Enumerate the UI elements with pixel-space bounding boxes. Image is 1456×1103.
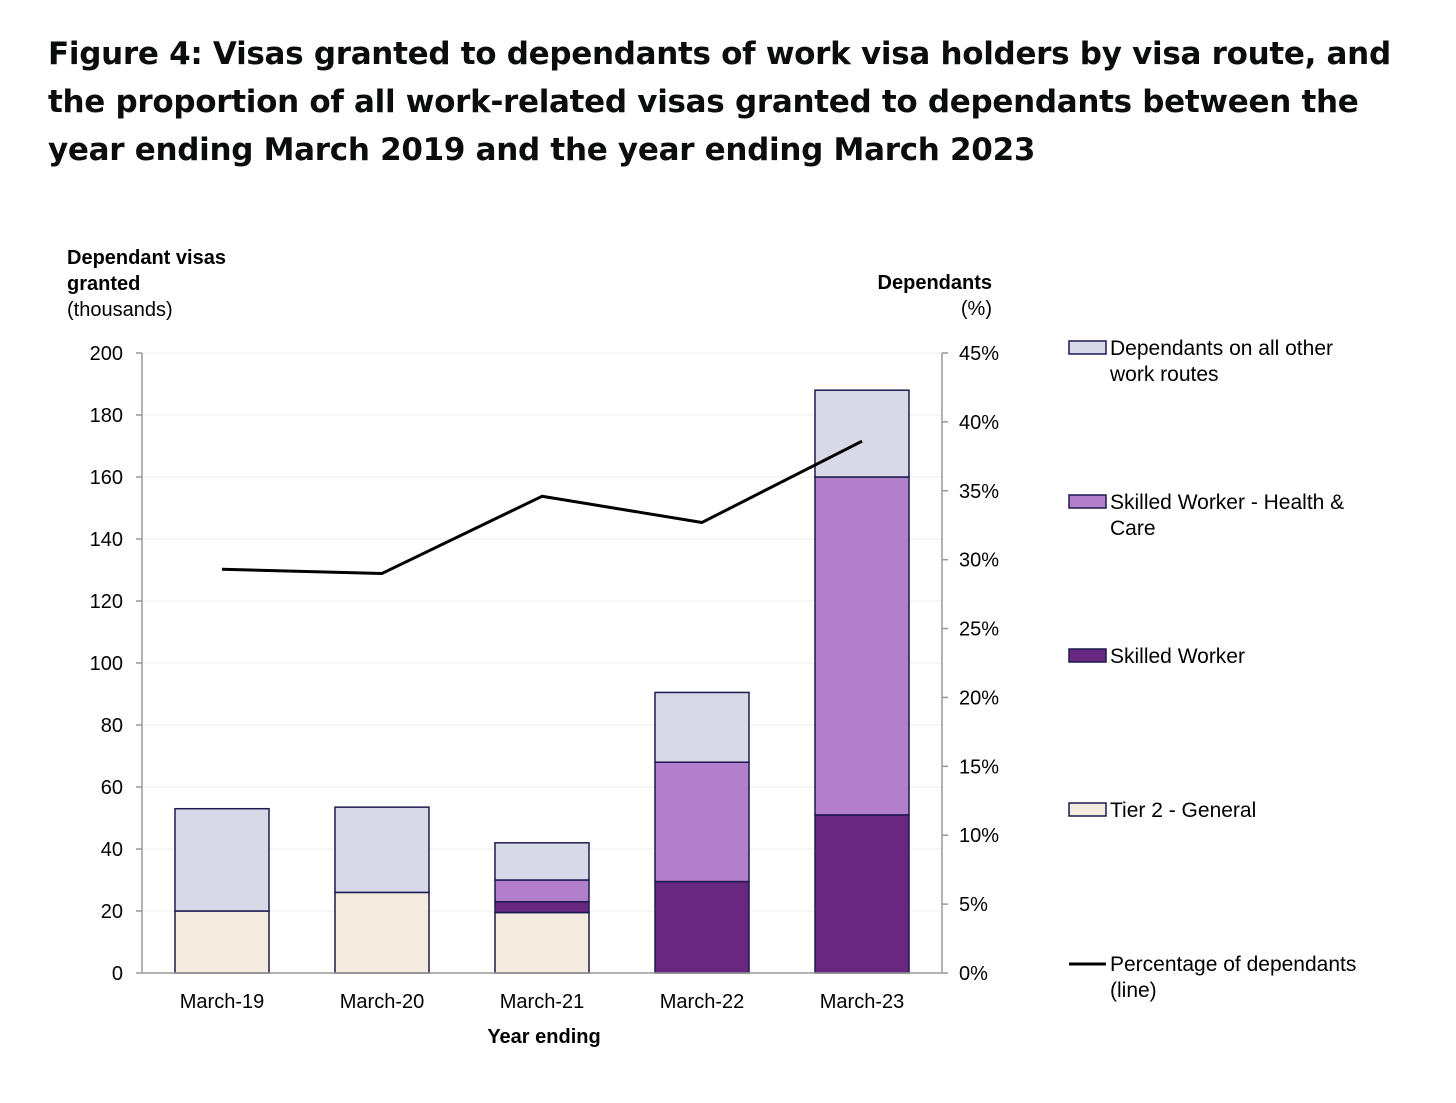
y-left-title-line2: granted <box>67 273 140 295</box>
gridlines <box>142 352 942 912</box>
legend-label: Skilled Worker <box>1110 645 1245 668</box>
legend-swatch <box>1068 802 1107 817</box>
y-left-title-line1: Dependant visas <box>67 247 226 269</box>
legend-item: Tier 2 - General <box>1068 799 1256 822</box>
legend: Dependants on all other work routes Skille… <box>1068 337 1356 1002</box>
y-left-tick-label: 20 <box>101 901 123 923</box>
y-right-tick-label: 5% <box>959 894 988 916</box>
x-tick-label: March-21 <box>500 991 584 1013</box>
legend-label: work routes <box>1109 363 1219 386</box>
x-tick-label: March-22 <box>660 991 744 1013</box>
bar-segment <box>334 806 430 894</box>
x-tick-label: March-20 <box>340 991 424 1013</box>
bar-segment <box>654 880 750 974</box>
y-right-tick-label: 0% <box>959 963 988 985</box>
bar-segment <box>494 911 590 974</box>
bar-segment <box>654 691 750 763</box>
legend-label: Care <box>1110 517 1156 540</box>
bar-segment <box>814 476 910 816</box>
y-right-tick-label: 20% <box>959 687 999 709</box>
bar-segment <box>494 900 590 914</box>
legend-swatch <box>1068 494 1107 509</box>
y-right-tick-label: 30% <box>959 550 999 572</box>
y-left-tick-label: 40 <box>101 839 123 861</box>
bar-segment <box>654 761 750 883</box>
y-right-title-line2: (%) <box>961 298 992 320</box>
legend-label: Skilled Worker - Health & <box>1110 491 1344 514</box>
bar-segment <box>494 879 590 903</box>
y-left-tick-label: 0 <box>112 963 123 985</box>
y-left-tick-label: 160 <box>90 467 123 489</box>
legend-item: Percentage of dependants (line) <box>1069 953 1356 1002</box>
legend-item: Skilled Worker <box>1068 645 1245 668</box>
x-axis-title: Year ending <box>487 1026 600 1048</box>
y-left-tick-label: 120 <box>90 591 123 613</box>
x-tick-label: March-19 <box>180 991 264 1013</box>
y-right-tick-label: 15% <box>959 756 999 778</box>
bar-segment <box>174 910 270 974</box>
y-left-tick-label: 180 <box>90 405 123 427</box>
y-right-tick-label: 25% <box>959 619 999 641</box>
y-left-tick-label: 80 <box>101 715 123 737</box>
y-left-title-line3: (thousands) <box>67 299 173 321</box>
percentage-line <box>221 439 863 575</box>
legend-label: Dependants on all other <box>1110 337 1333 360</box>
y-right-tick-label: 40% <box>959 412 999 434</box>
bar-segment <box>334 891 430 974</box>
y-right-tick-label: 35% <box>959 481 999 503</box>
y-right-title-line1: Dependants <box>878 272 992 294</box>
bar-segment <box>814 389 910 478</box>
legend-label: Percentage of dependants <box>1110 953 1356 976</box>
bar-segment <box>174 807 270 912</box>
bar-segment <box>814 814 910 974</box>
legend-item: Dependants on all other work routes <box>1068 337 1333 386</box>
legend-label: (line) <box>1110 979 1157 1002</box>
bar-segment <box>494 842 590 881</box>
y-left-tick-label: 140 <box>90 529 123 551</box>
legend-item: Skilled Worker - Health & Care <box>1068 491 1344 540</box>
legend-swatch <box>1068 648 1107 663</box>
legend-swatch <box>1068 340 1107 355</box>
y-left-tick-label: 60 <box>101 777 123 799</box>
chart-title: Figure 4: Visas granted to dependants of… <box>48 36 1391 168</box>
y-right-tick-label: 10% <box>959 825 999 847</box>
bars <box>174 389 910 974</box>
y-left-tick-label: 200 <box>90 343 123 365</box>
x-tick-label: March-23 <box>820 991 904 1013</box>
y-left-tick-label: 100 <box>90 653 123 675</box>
legend-label: Tier 2 - General <box>1110 799 1256 822</box>
y-right-tick-label: 45% <box>959 343 999 365</box>
